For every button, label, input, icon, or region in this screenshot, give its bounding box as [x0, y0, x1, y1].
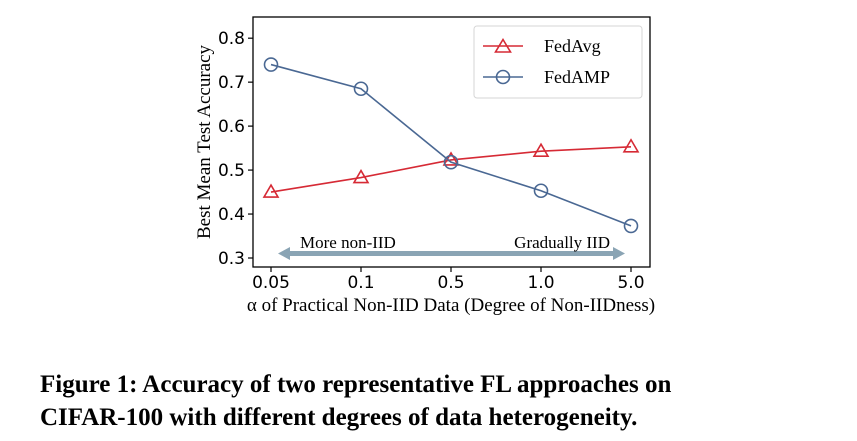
point-fedavg	[622, 138, 640, 153]
y-tick-label: 0.8	[218, 29, 245, 49]
point-fedavg	[262, 183, 280, 198]
arrow-head-left	[278, 247, 290, 260]
arrow-head-right	[613, 247, 625, 260]
annotation-gradually-iid: Gradually IID	[514, 233, 610, 252]
point-fedamp	[353, 81, 369, 97]
axis-ticks: 0.3 0.4 0.5 0.6 0.7 0.8 0.05 0.1 0.5 1.0 5.0	[218, 29, 645, 293]
caption-line-2: CIFAR-100 with different degrees of data…	[40, 404, 638, 431]
x-tick-label: 0.05	[252, 273, 290, 293]
series-layer	[262, 57, 640, 234]
legend: FedAvg FedAMP	[473, 25, 643, 99]
point-fedamp	[623, 218, 639, 234]
legend-marker-fedavg	[494, 37, 512, 53]
annotation-more-non-iid: More non-IID	[300, 233, 396, 252]
series-line-fedamp	[270, 63, 632, 227]
x-tick-label: 0.1	[347, 273, 374, 293]
point-fedavg	[532, 142, 550, 157]
legend-marker-fedamp	[495, 69, 511, 85]
legend-box	[473, 25, 643, 99]
point-fedamp	[263, 57, 279, 72]
x-tick-label: 5.0	[617, 273, 644, 293]
direction-arrow	[278, 247, 625, 260]
y-tick-label: 0.5	[218, 161, 245, 181]
point-fedavg	[352, 168, 370, 184]
y-tick-label: 0.7	[218, 73, 245, 93]
x-tick-label: 0.5	[437, 273, 464, 293]
arrow-shaft	[284, 251, 618, 256]
x-tick-label: 1.0	[527, 273, 554, 293]
y-tick-label: 0.3	[218, 249, 245, 269]
x-axis-label: α of Practical Non-IID Data (Degree of N…	[247, 295, 655, 316]
legend-label-fedavg: FedAvg	[544, 36, 601, 56]
y-tick-label: 0.6	[218, 117, 245, 137]
series-line-fedavg	[270, 145, 632, 193]
point-fedamp	[533, 183, 549, 199]
figure-caption: Figure 1: Accuracy of two representative…	[40, 368, 840, 434]
y-tick-label: 0.4	[218, 205, 245, 225]
caption-line-1: Figure 1: Accuracy of two representative…	[40, 371, 672, 398]
legend-label-fedamp: FedAMP	[544, 67, 610, 87]
y-axis-label: Best Mean Test Accuracy	[194, 44, 215, 239]
point-fedamp	[443, 154, 459, 170]
